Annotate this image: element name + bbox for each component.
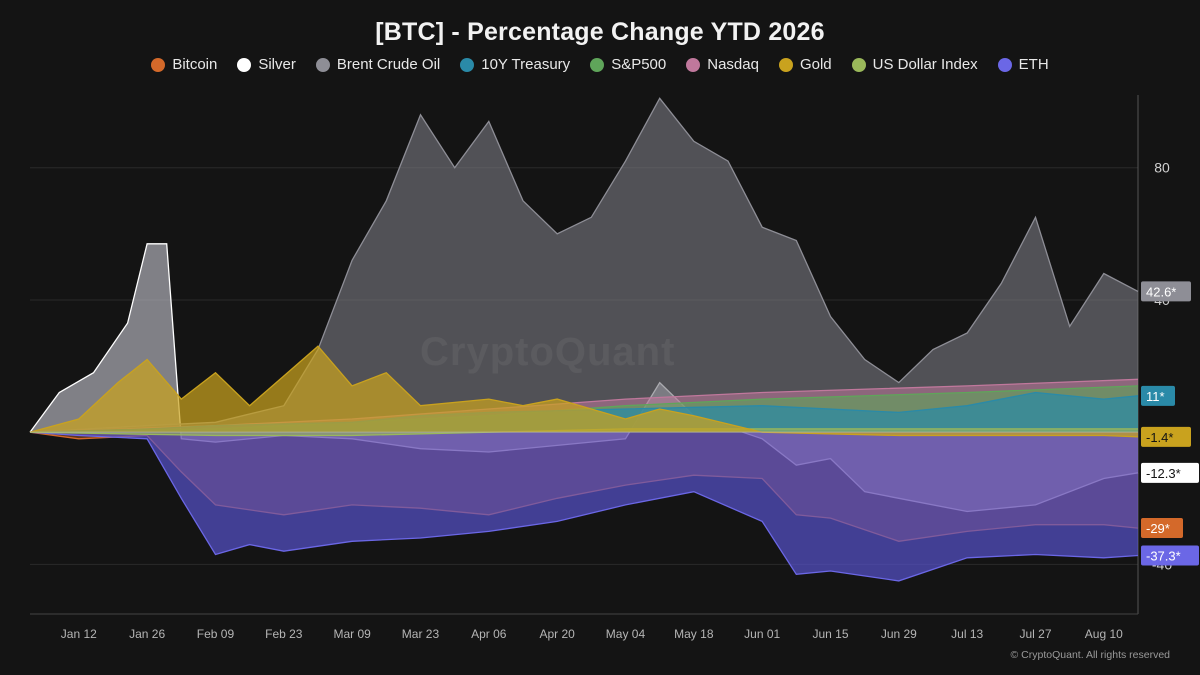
legend-label: US Dollar Index: [872, 56, 978, 73]
legend-item[interactable]: Silver: [237, 56, 296, 73]
legend-label: Gold: [799, 56, 832, 73]
x-tick-label: Jul 13: [951, 627, 983, 641]
series-area: [30, 432, 1138, 581]
x-tick-label: Feb 23: [265, 627, 303, 641]
legend-marker: [237, 57, 252, 72]
end-value-badge: 11*: [1141, 385, 1175, 406]
legend-label: Bitcoin: [172, 56, 218, 73]
legend-label: 10Y Treasury: [481, 56, 571, 73]
end-value-badge: -29*: [1141, 518, 1183, 539]
legend-label: ETH: [1018, 56, 1049, 73]
legend-item[interactable]: Gold: [778, 56, 832, 73]
x-tick-label: May 18: [674, 627, 714, 641]
end-value-badge: -37.3*: [1141, 545, 1199, 566]
legend-label: S&P500: [611, 56, 667, 73]
end-value-label: 42.6*: [1146, 284, 1176, 299]
end-value-badge: 42.6*: [1141, 281, 1191, 302]
legend-label: Silver: [258, 56, 296, 73]
x-tick-label: Jun 29: [881, 627, 917, 641]
x-tick-label: May 04: [606, 627, 646, 641]
end-value-badge-bg: [1141, 462, 1199, 483]
x-tick-label: Mar 23: [402, 627, 440, 641]
chart-legend: Bitcoin Silver Brent Crude Oil 10Y Treasury…: [0, 56, 1200, 73]
x-tick-label: Feb 09: [197, 627, 235, 641]
legend-item[interactable]: ETH: [997, 56, 1049, 73]
legend-marker: [778, 57, 793, 72]
end-value-label: -1.4*: [1146, 430, 1173, 445]
legend-item[interactable]: Bitcoin: [151, 56, 217, 73]
legend-marker: [851, 57, 866, 72]
legend-marker: [590, 57, 605, 72]
legend-item[interactable]: US Dollar Index: [851, 56, 978, 73]
legend-marker: [315, 57, 330, 72]
legend-marker: [460, 57, 475, 72]
x-tick-label: Jan 12: [61, 627, 97, 641]
watermark: CryptoQuant: [420, 330, 676, 374]
legend-label: Nasdaq: [707, 56, 759, 73]
legend-item[interactable]: Nasdaq: [686, 56, 759, 73]
end-value-label: -12.3*: [1146, 466, 1181, 481]
x-tick-label: Jun 01: [744, 627, 780, 641]
legend-item[interactable]: Brent Crude Oil: [315, 56, 441, 73]
end-value-badge-bg: [1141, 281, 1191, 302]
end-value-badge-bg: [1141, 518, 1183, 539]
end-value-label: 11*: [1146, 389, 1165, 404]
legend-item[interactable]: 10Y Treasury: [460, 56, 570, 73]
end-value-badge: -1.4*: [1141, 426, 1191, 447]
x-tick-label: Apr 20: [539, 627, 575, 641]
chart-title: [BTC] - Percentage Change YTD 2026: [375, 18, 825, 46]
x-tick-label: Apr 06: [471, 627, 507, 641]
end-value-label: -29*: [1146, 521, 1170, 536]
series-areas: [29, 97, 1139, 582]
legend-marker: [151, 57, 166, 72]
series-area: [30, 346, 1138, 437]
series-line[interactable]: [29, 431, 1139, 582]
x-tick-label: Jul 27: [1019, 627, 1051, 641]
end-value-badge: -12.3*: [1141, 462, 1199, 483]
x-tick-label: Jun 15: [812, 627, 848, 641]
series-line[interactable]: [29, 97, 1139, 433]
legend-marker: [686, 57, 701, 72]
end-value-badge-bg: [1141, 385, 1175, 406]
legend-item[interactable]: S&P500: [590, 56, 666, 73]
x-tick-label: Mar 09: [333, 627, 371, 641]
end-value-badge-bg: [1141, 545, 1199, 566]
copyright-footer: © CryptoQuant. All rights reserved: [1010, 649, 1170, 661]
end-value-label: -37.3*: [1146, 548, 1181, 563]
end-value-badge-bg: [1141, 426, 1191, 447]
series-area: [30, 98, 1138, 433]
legend-marker: [997, 57, 1012, 72]
x-tick-label: Jan 26: [129, 627, 165, 641]
y-tick-label: 80: [1154, 160, 1170, 176]
x-tick-label: Aug 10: [1085, 627, 1123, 641]
series-line[interactable]: [29, 345, 1139, 438]
legend-label: Brent Crude Oil: [336, 56, 441, 73]
